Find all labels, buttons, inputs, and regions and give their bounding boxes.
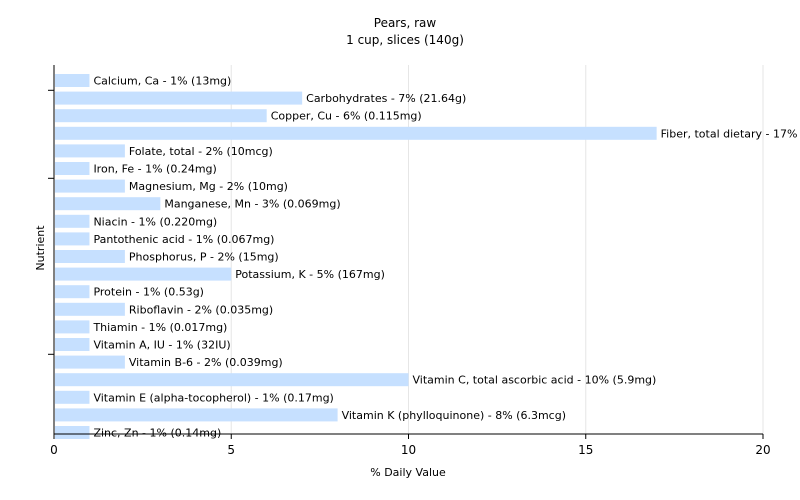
bar-label: Zinc, Zn - 1% (0.14mg) xyxy=(93,427,221,440)
bar xyxy=(55,109,267,123)
bar xyxy=(55,320,90,334)
bar-label: Copper, Cu - 6% (0.115mg) xyxy=(271,110,422,123)
bar-label: Riboflavin - 2% (0.035mg) xyxy=(129,303,273,316)
bars: Calcium, Ca - 1% (13mg) Carbohydrates - 7… xyxy=(55,74,800,440)
x-axis-title: % Daily Value xyxy=(370,466,446,479)
bar-label: Vitamin E (alpha-tocopherol) - 1% (0.17m… xyxy=(93,391,333,404)
bar-label: Vitamin B-6 - 2% (0.039mg) xyxy=(129,356,283,369)
bar-label: Protein - 1% (0.53g) xyxy=(93,286,204,299)
bar-label: Vitamin A, IU - 1% (32IU) xyxy=(93,339,230,352)
bar xyxy=(55,426,90,439)
bar xyxy=(55,197,161,211)
x-tick-label: 0 xyxy=(50,443,58,457)
bar xyxy=(55,285,90,299)
bar-label: Magnesium, Mg - 2% (10mg) xyxy=(129,180,288,193)
axes: 0 5 10 15 20 xyxy=(48,65,771,457)
bar-label: Vitamin C, total ascorbic acid - 10% (5.… xyxy=(413,374,657,387)
bar xyxy=(55,373,409,387)
bar-label: Phosphorus, P - 2% (15mg) xyxy=(129,251,279,264)
x-tick-label: 15 xyxy=(578,443,593,457)
bar xyxy=(55,126,657,140)
bar xyxy=(55,144,125,158)
grid-lines xyxy=(230,65,764,434)
bar xyxy=(55,390,90,404)
bar xyxy=(55,74,90,87)
bar-label: Carbohydrates - 7% (21.64g) xyxy=(306,92,466,105)
bar xyxy=(55,408,338,422)
bar xyxy=(55,267,232,281)
bar xyxy=(55,179,125,193)
bar-label: Potassium, K - 5% (167mg) xyxy=(235,268,385,281)
bar xyxy=(55,232,90,246)
bar xyxy=(55,214,90,228)
bar-label: Vitamin K (phylloquinone) - 8% (6.3mcg) xyxy=(342,409,566,422)
bar-label: Folate, total - 2% (10mcg) xyxy=(129,145,273,158)
x-tick-label: 20 xyxy=(755,443,770,457)
chart-subtitle: 1 cup, slices (140g) xyxy=(346,33,464,47)
bar xyxy=(55,302,125,316)
bar-label: Fiber, total dietary - 17% (4.3g) xyxy=(661,127,800,140)
bar-label: Thiamin - 1% (0.017mg) xyxy=(92,321,227,334)
bar xyxy=(55,91,303,105)
bar-label: Iron, Fe - 1% (0.24mg) xyxy=(93,163,216,176)
bar-label: Niacin - 1% (0.220mg) xyxy=(93,215,217,228)
bar-label: Pantothenic acid - 1% (0.067mg) xyxy=(93,233,274,246)
bar xyxy=(55,338,90,351)
y-axis-title: Nutrient xyxy=(34,225,47,271)
x-tick-label: 10 xyxy=(401,443,416,457)
bar xyxy=(55,355,125,369)
x-tick-label: 5 xyxy=(227,443,235,457)
chart-title: Pears, raw xyxy=(374,16,437,30)
bar xyxy=(55,250,125,263)
bar-label: Calcium, Ca - 1% (13mg) xyxy=(93,75,231,88)
bar xyxy=(55,162,90,175)
bar-label: Manganese, Mn - 3% (0.069mg) xyxy=(164,198,340,211)
